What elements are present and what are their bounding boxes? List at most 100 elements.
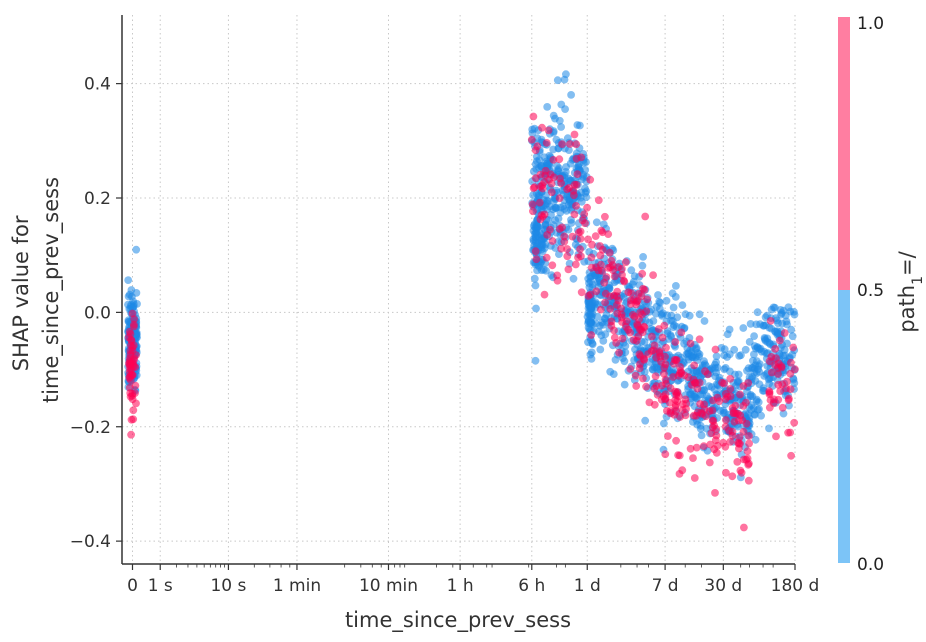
data-point xyxy=(577,197,586,206)
data-point xyxy=(676,367,685,376)
colorbar-label-suffix: =/ xyxy=(895,250,919,276)
data-point xyxy=(749,356,757,365)
colorbar-label: path1=/ xyxy=(895,250,926,332)
data-point xyxy=(532,230,541,239)
data-point xyxy=(671,338,680,346)
points-layer xyxy=(124,70,799,532)
data-point xyxy=(573,170,582,179)
data-point xyxy=(629,277,638,286)
data-point xyxy=(701,367,709,376)
data-point xyxy=(725,426,733,435)
data-point xyxy=(607,317,616,326)
data-point xyxy=(750,410,759,419)
data-point xyxy=(642,382,650,391)
data-point xyxy=(661,450,670,459)
data-point xyxy=(787,451,795,460)
data-point xyxy=(660,369,668,378)
data-point xyxy=(638,261,647,270)
data-point xyxy=(737,351,745,360)
x-tick-label: 0 xyxy=(127,576,138,596)
data-point xyxy=(596,345,605,354)
data-point xyxy=(686,444,695,453)
data-point xyxy=(651,372,660,381)
data-point xyxy=(610,291,618,300)
data-point xyxy=(613,309,622,318)
data-point xyxy=(787,358,795,367)
data-point xyxy=(547,271,556,279)
data-point xyxy=(700,400,708,409)
data-point xyxy=(777,309,786,317)
data-point xyxy=(651,309,660,318)
data-point xyxy=(125,290,134,299)
data-point xyxy=(735,439,743,448)
data-point xyxy=(663,311,672,320)
data-point xyxy=(558,223,566,232)
data-point xyxy=(639,253,647,261)
data-point xyxy=(643,295,651,304)
data-point xyxy=(563,252,572,261)
data-point xyxy=(132,289,141,297)
x-tick-label: 1 d xyxy=(574,576,601,596)
y-ticks: 0.4 0.2 0.0 −0.2 −0.4 xyxy=(70,75,122,552)
data-point xyxy=(621,258,630,267)
data-point xyxy=(778,403,787,412)
data-point xyxy=(765,390,774,399)
data-point xyxy=(601,212,609,221)
data-point xyxy=(739,427,748,436)
data-point xyxy=(776,336,784,345)
data-point xyxy=(688,381,696,389)
data-point xyxy=(533,266,541,275)
data-point xyxy=(533,142,542,151)
data-point xyxy=(565,259,574,268)
data-point xyxy=(577,252,585,261)
x-tick-label: 7 d xyxy=(652,576,679,596)
data-point xyxy=(131,363,140,371)
data-point xyxy=(124,276,133,284)
data-point xyxy=(766,340,775,349)
data-point xyxy=(562,70,570,79)
data-point xyxy=(564,265,573,274)
data-point xyxy=(786,369,795,378)
data-point xyxy=(542,266,550,275)
data-point xyxy=(602,273,611,281)
data-point xyxy=(529,167,538,176)
data-point xyxy=(562,163,570,171)
y-axis-label-line-1: SHAP value for xyxy=(9,215,33,371)
data-point xyxy=(712,352,721,361)
colorbar-tick-label: 1.0 xyxy=(857,14,884,34)
data-point xyxy=(774,370,782,378)
data-point xyxy=(720,379,728,388)
data-point xyxy=(700,317,709,325)
data-point xyxy=(681,310,690,319)
data-point xyxy=(733,458,742,466)
x-tick-label: 10 s xyxy=(210,576,246,596)
data-point xyxy=(712,431,721,440)
data-point xyxy=(592,218,601,227)
data-point xyxy=(597,226,606,235)
data-point xyxy=(570,130,579,139)
data-point xyxy=(126,350,135,359)
data-point xyxy=(572,154,581,163)
data-point xyxy=(754,398,763,407)
data-point xyxy=(591,232,600,241)
data-point xyxy=(581,219,589,228)
data-point xyxy=(703,392,711,400)
data-point xyxy=(661,390,670,399)
data-point xyxy=(751,435,760,444)
data-point xyxy=(757,411,765,420)
data-point xyxy=(599,220,608,229)
data-point xyxy=(658,333,667,342)
data-point xyxy=(717,344,726,352)
data-point xyxy=(565,146,573,155)
data-point xyxy=(753,308,762,317)
data-point xyxy=(130,322,138,331)
data-point xyxy=(654,291,662,299)
data-point xyxy=(580,210,589,219)
colorbar-label-main: path xyxy=(895,285,919,333)
data-point xyxy=(601,289,610,298)
data-point xyxy=(132,245,141,254)
data-point xyxy=(751,344,760,353)
data-point xyxy=(565,184,573,192)
data-point xyxy=(660,419,668,428)
data-point xyxy=(689,454,697,462)
